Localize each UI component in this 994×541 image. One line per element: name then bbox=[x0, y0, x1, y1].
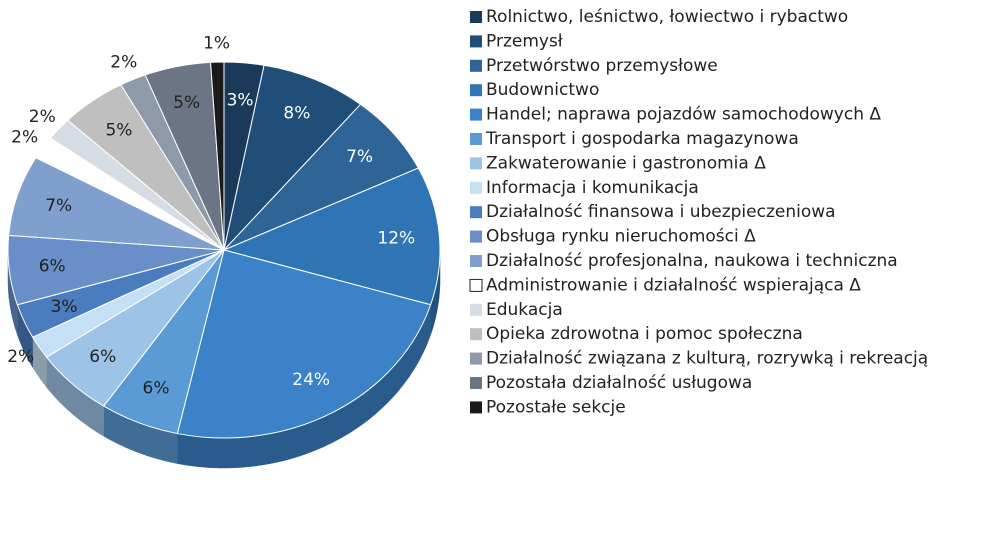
value-label: 6% bbox=[39, 256, 66, 276]
legend-label: Rolnictwo, leśnictwo, łowiectwo i rybact… bbox=[486, 7, 848, 27]
legend-label: Transport i gospodarka magazynowa bbox=[485, 129, 799, 149]
value-label: 8% bbox=[283, 104, 310, 124]
legend-label: Handel; naprawa pojazdów samochodowych Δ bbox=[486, 105, 881, 125]
legend-label: Pozostałe sekcje bbox=[486, 397, 626, 417]
slice bbox=[222, 167, 441, 306]
slice bbox=[210, 61, 225, 251]
legend-label: Opieka zdrowotna i pomoc społeczna bbox=[486, 324, 803, 344]
legend-swatch bbox=[470, 133, 482, 145]
legend-label: Administrowanie i działalność wspierając… bbox=[486, 275, 861, 295]
legend-label: Działalność związana z kulturą, rozrywką… bbox=[486, 349, 928, 369]
legend-swatch bbox=[470, 255, 482, 267]
legend-label: Przemysł bbox=[486, 31, 563, 51]
value-label: 6% bbox=[89, 347, 116, 367]
legend-label: Zakwaterowanie i gastronomia Δ bbox=[486, 153, 766, 173]
value-label: 5% bbox=[105, 121, 132, 141]
slice bbox=[176, 249, 432, 439]
legend-swatch bbox=[470, 157, 482, 170]
value-label: 24% bbox=[292, 370, 330, 390]
legend-swatch bbox=[470, 181, 482, 194]
slice bbox=[223, 64, 362, 252]
value-label: 2% bbox=[11, 127, 38, 147]
legend-swatch bbox=[470, 206, 482, 219]
value-label: 6% bbox=[143, 378, 170, 398]
value-label: 12% bbox=[377, 228, 415, 248]
value-label: 7% bbox=[346, 147, 373, 167]
value-label: 1% bbox=[203, 33, 230, 53]
legend-label: Edukacja bbox=[486, 300, 563, 320]
value-label: 7% bbox=[45, 196, 72, 216]
legend-swatch bbox=[470, 230, 482, 243]
legend-label: Przetwórstwo przemysłowe bbox=[486, 56, 718, 76]
value-label: 2% bbox=[7, 347, 34, 367]
legend-label: Obsługa rynku nieruchomości Δ bbox=[486, 227, 756, 247]
legend-swatch bbox=[470, 352, 482, 365]
legend-label: Działalność profesjonalna, naukowa i tec… bbox=[486, 251, 898, 271]
legend-swatch bbox=[470, 401, 482, 414]
legend-swatch bbox=[470, 84, 482, 97]
legend-swatch bbox=[470, 108, 482, 121]
legend-swatch bbox=[470, 377, 482, 389]
legend-label: Budownictwo bbox=[486, 80, 599, 100]
legend-swatch bbox=[470, 303, 482, 316]
legend-swatch bbox=[469, 278, 483, 292]
value-label: 5% bbox=[173, 93, 200, 113]
value-label: 2% bbox=[110, 53, 137, 73]
value-label: 3% bbox=[51, 297, 78, 317]
value-label: 2% bbox=[29, 107, 56, 127]
legend-label: Informacja i komunikacja bbox=[486, 178, 699, 198]
legend-label: Pozostała działalność usługowa bbox=[486, 373, 752, 393]
legend-label: Działalność finansowa i ubezpieczeniowa bbox=[486, 202, 836, 222]
value-label: 3% bbox=[227, 90, 254, 110]
legend-swatch bbox=[470, 328, 482, 341]
legend-swatch bbox=[470, 59, 482, 72]
legend-swatch bbox=[470, 35, 482, 48]
legend-swatch bbox=[470, 11, 482, 23]
